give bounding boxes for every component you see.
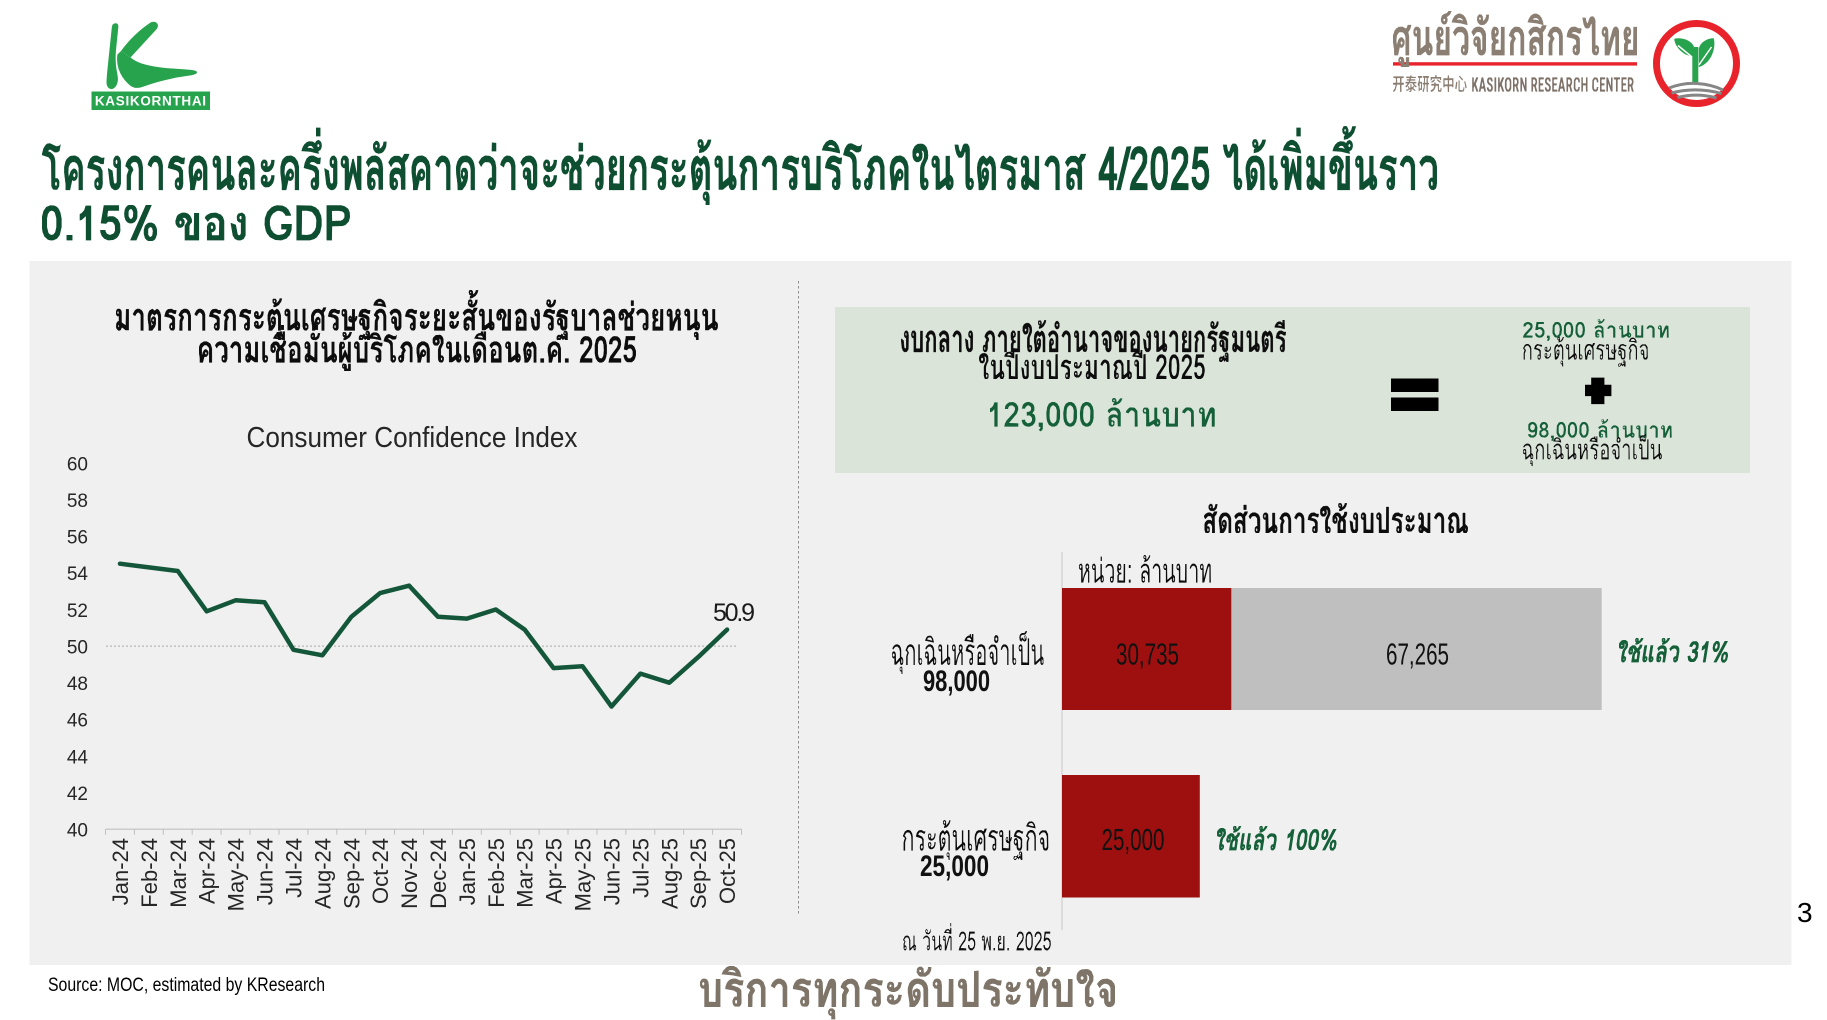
svg-text:50: 50 (67, 637, 88, 658)
svg-text:98,000: 98,000 (923, 665, 990, 698)
svg-text:67,265: 67,265 (1386, 637, 1449, 672)
svg-text:Aug-25: Aug-25 (657, 838, 682, 909)
svg-text:Jul-24: Jul-24 (282, 838, 307, 898)
svg-text:46: 46 (67, 711, 88, 732)
svg-text:Jan-25: Jan-25 (455, 838, 480, 905)
svg-text:Apr-24: Apr-24 (195, 838, 220, 904)
svg-text:Nov-24: Nov-24 (397, 838, 422, 909)
svg-text:KASIKORNTHAI: KASIKORNTHAI (95, 94, 207, 109)
svg-text:Aug-24: Aug-24 (310, 838, 335, 909)
svg-text:Apr-25: Apr-25 (542, 838, 567, 904)
svg-text:Jun-25: Jun-25 (600, 838, 625, 905)
svg-text:52: 52 (67, 601, 88, 622)
svg-text:Jul-25: Jul-25 (628, 838, 653, 898)
svg-text:Source: MOC, estimated by KRes: Source: MOC, estimated by KResearch (48, 975, 325, 996)
svg-text:Oct-25: Oct-25 (715, 838, 740, 904)
svg-text:3: 3 (1797, 897, 1813, 928)
svg-text:56: 56 (67, 528, 88, 549)
svg-text:Jan-24: Jan-24 (108, 838, 133, 905)
svg-text:May-24: May-24 (224, 838, 249, 911)
svg-text:Dec-24: Dec-24 (426, 838, 451, 909)
svg-text:Consumer Confidence Index: Consumer Confidence Index (247, 422, 578, 454)
svg-text:25,000: 25,000 (920, 850, 989, 883)
svg-text:Jun-24: Jun-24 (253, 838, 278, 905)
svg-text:48: 48 (67, 674, 88, 695)
svg-text:50.9: 50.9 (713, 599, 755, 627)
svg-text:Sep-24: Sep-24 (339, 838, 364, 909)
svg-text:58: 58 (67, 491, 88, 512)
svg-text:25,000: 25,000 (1102, 822, 1165, 857)
svg-text:60: 60 (67, 454, 88, 475)
svg-text:30,735: 30,735 (1116, 637, 1179, 672)
svg-text:Mar-25: Mar-25 (513, 838, 538, 908)
svg-text:Feb-25: Feb-25 (484, 838, 509, 908)
svg-text:Mar-24: Mar-24 (166, 838, 191, 908)
svg-text:Feb-24: Feb-24 (137, 838, 162, 908)
svg-text:May-25: May-25 (571, 838, 596, 911)
svg-text:40: 40 (67, 821, 88, 842)
svg-text:Oct-24: Oct-24 (368, 838, 393, 904)
svg-text:44: 44 (67, 747, 89, 768)
svg-text:42: 42 (67, 784, 88, 805)
svg-text:54: 54 (67, 564, 89, 585)
svg-text:Sep-25: Sep-25 (686, 838, 711, 909)
